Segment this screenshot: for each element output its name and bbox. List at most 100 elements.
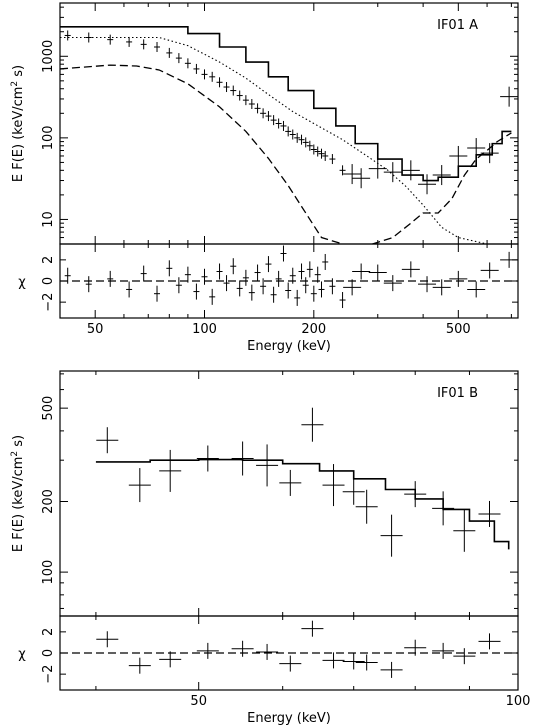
panel-a-residual-point <box>248 284 255 301</box>
panel-a-y-tick-label-100: 100 <box>41 125 56 150</box>
panel-a-model-dashed-line <box>59 64 343 245</box>
panel-a-data-point <box>302 137 309 148</box>
panel-a-data-point <box>254 103 261 114</box>
panel-a-residual-point <box>352 263 371 280</box>
panel-a-residual-point <box>318 281 325 298</box>
panel-b-residual-point <box>478 633 501 650</box>
panel-a-residual-point <box>280 245 287 262</box>
panel-a-data-point <box>166 47 173 58</box>
panel-a-residual-point <box>107 270 114 287</box>
panel-a-data-point <box>216 77 223 88</box>
panel-a-y-axis-label: E F(E) (keV/cm2 s) <box>10 65 26 182</box>
panel-a-model-dotted-line <box>60 36 512 245</box>
panel-a-data-point <box>248 99 255 110</box>
panel-b-data-point <box>96 427 119 454</box>
panel-a-residual-point <box>260 278 267 295</box>
panel-a-data-point <box>107 34 114 45</box>
panel-a-data-point <box>280 120 287 131</box>
panel-a-data-point <box>265 111 272 122</box>
panel-a-data-point <box>236 90 243 101</box>
panel-a-data-point <box>500 86 519 107</box>
panel-a-data-point <box>289 129 296 140</box>
panel-a-residual-point <box>154 285 161 302</box>
panel-a-residual-point <box>294 289 301 306</box>
panel-a-residual-point <box>306 261 313 278</box>
panel-a-x-tick-label-200: 200 <box>301 322 326 337</box>
panel-b-data-point <box>159 449 182 492</box>
panel-b-residual-point <box>256 643 279 660</box>
panel-a-data-point <box>242 95 249 106</box>
panel-a-model-total-line <box>60 25 512 182</box>
panel-a-residual-point <box>289 267 296 284</box>
panel-b-data-point <box>355 489 378 524</box>
panel-a-residual-point <box>254 264 261 281</box>
panel-a-data-point <box>260 108 267 119</box>
panel-b-data-point <box>322 464 345 507</box>
panel-a-residual-point <box>480 262 499 279</box>
panel-a-residual-point <box>230 258 237 275</box>
panel-a-residual-point <box>322 253 329 270</box>
panel-b-data-point <box>196 445 219 472</box>
panel-a-residual-point <box>401 261 420 278</box>
panel-a-residual-point <box>418 276 437 293</box>
panel-b-x-tick-label-100: 100 <box>506 694 531 709</box>
panel-a-data-point <box>449 145 468 166</box>
panel-a-data-point <box>368 158 387 179</box>
panel-b-data-point <box>453 509 476 552</box>
panel-a-data-point <box>480 143 499 164</box>
panel-b-residual-point <box>380 661 403 678</box>
panel-a-residual-point <box>302 277 309 294</box>
panel-a-y-tick-label-10: 10 <box>41 211 56 228</box>
panel-a-y-tick-label-1000: 1000 <box>41 40 56 73</box>
panel-a-data-point <box>314 146 321 157</box>
panel-a-residual-point <box>193 283 200 300</box>
panel-a-x-tick-label-50: 50 <box>87 322 104 337</box>
panel-b-residual-y-tick-label-2: 2 <box>41 628 56 636</box>
panel-a-data-point <box>467 138 486 159</box>
panel-a-data-point <box>306 140 313 151</box>
panel-a-x-tick-label-100: 100 <box>192 322 217 337</box>
panel-a-residual-point <box>383 275 402 292</box>
panel-a-residual-point <box>298 263 305 280</box>
panel-b-model-total-line <box>95 458 510 550</box>
panel-b-residual-y-tick-label-0: −2 <box>41 665 56 684</box>
panel-a-data-point <box>154 41 161 52</box>
panel-a-residual-point <box>432 279 451 296</box>
panel-b-data-point <box>256 444 279 487</box>
panel-a-residual-point <box>265 256 272 273</box>
panel-a-data-point <box>223 82 230 93</box>
panel-b-x-axis-label: Energy (keV) <box>247 711 331 725</box>
panel-a-residual-point <box>184 266 191 283</box>
panel-b-data-point <box>404 481 427 508</box>
panel-b-data-point <box>380 514 403 557</box>
panel-a-model-dashdot-line <box>372 132 512 245</box>
panel-b-data-point <box>231 441 254 476</box>
panel-a-data-point <box>201 69 208 80</box>
panel-b-residual-point <box>128 657 151 674</box>
panel-a-data-point <box>432 165 451 186</box>
panel-a-residual-point <box>85 276 92 293</box>
panel-b-residual-point <box>432 642 455 659</box>
panel-b-main-frame <box>59 370 519 617</box>
panel-a-residual-point <box>201 268 208 285</box>
panel-a-data-point <box>230 85 237 96</box>
panel-a-residual-point <box>223 275 230 292</box>
panel-a-residual-point <box>339 292 346 309</box>
panel-b-residual-point <box>196 642 219 659</box>
panel-a-residual-point <box>209 288 216 305</box>
panel-a-residual-point <box>343 279 362 296</box>
panel-b-residual-point <box>453 648 476 665</box>
panel-b-residual-y-axis-label: χ <box>18 647 26 662</box>
panel-a-residual-point <box>467 281 486 298</box>
panel-b-data-point <box>128 468 151 503</box>
panel-b-y-tick-label-500: 500 <box>41 396 56 421</box>
panel-a-residual-point <box>216 263 223 280</box>
panel-a-data-point <box>193 63 200 74</box>
panel-a-residual-point <box>310 285 317 302</box>
panel-a-residual-y-tick-label-0: −2 <box>41 293 56 312</box>
panel-b-data-point <box>301 407 324 442</box>
panel-a-residual-point <box>285 282 292 299</box>
panel-a-residual-point <box>166 260 173 277</box>
panel-a-data-point <box>175 53 182 64</box>
